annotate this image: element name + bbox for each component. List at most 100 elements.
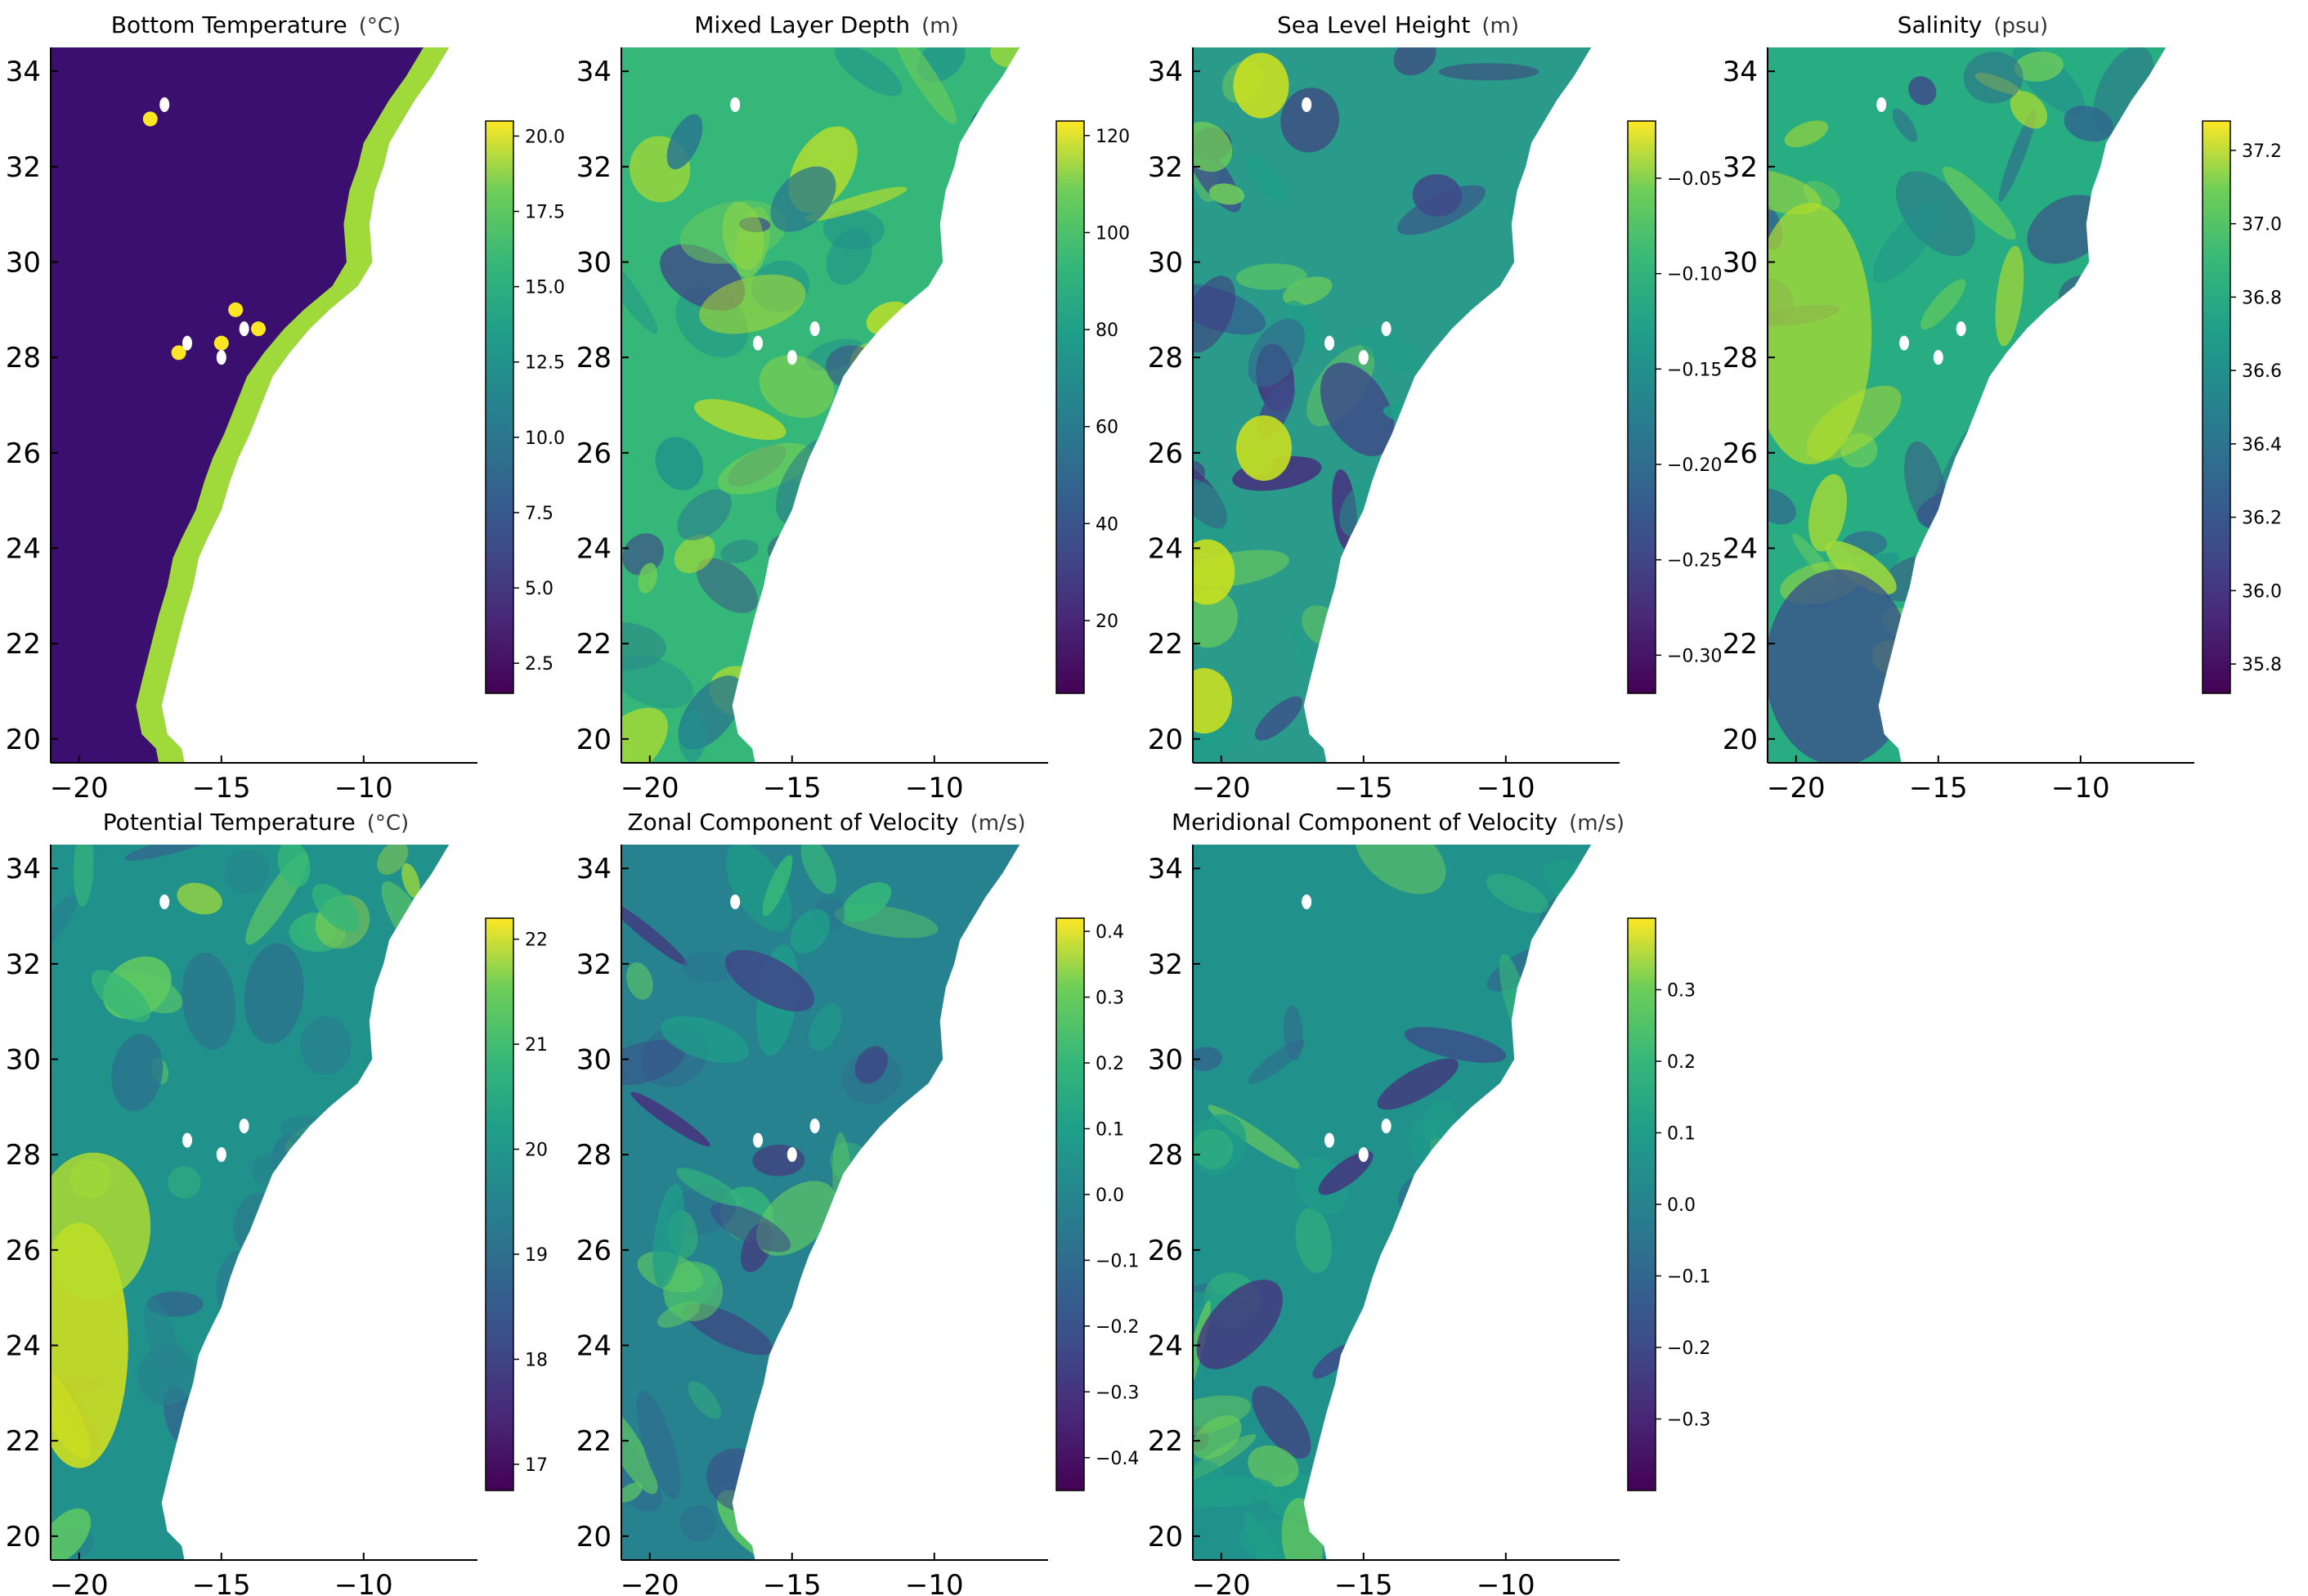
y-tick-label: 28	[1148, 342, 1183, 374]
island	[159, 894, 170, 909]
field-swirl	[1280, 87, 1340, 153]
y-tick-label: 30	[1148, 1044, 1183, 1077]
colorbar-tick-label: 100	[1096, 223, 1130, 244]
x-tick-label: −10	[334, 772, 393, 805]
title-unit: (m)	[1481, 14, 1519, 38]
field-swirl	[377, 845, 409, 875]
sea-level-high	[1193, 668, 1232, 734]
field-swirl	[1393, 47, 1436, 76]
panel-1: Bottom Temperature (°C) 20 22 24 26 28 30 32 34 −2…	[6, 11, 565, 805]
x-tick-label: −10	[1477, 1569, 1535, 1596]
y-tick-label: 32	[1148, 948, 1183, 981]
field-swirl	[124, 845, 222, 861]
field-swirl	[1295, 1208, 1332, 1274]
y-tick-label: 34	[1148, 853, 1183, 885]
field-swirl	[91, 970, 150, 1023]
island	[1933, 350, 1943, 365]
land-mask	[161, 47, 477, 763]
colorbar-tick-label: 2.5	[525, 654, 553, 675]
title-unit: (psu)	[1993, 14, 2048, 38]
field-swirl	[674, 534, 715, 573]
island	[1358, 350, 1369, 365]
title-unit: (m/s)	[970, 811, 1026, 836]
field-swirl	[679, 200, 787, 264]
field-swirl	[804, 186, 908, 222]
colorbar-tick-label: 18	[525, 1350, 548, 1370]
title-text: Zonal Component of Velocity	[627, 809, 958, 836]
y-tick-label: 24	[1723, 533, 1758, 566]
x-tick-label: −20	[621, 1569, 679, 1596]
field-swirl	[2014, 52, 2064, 82]
low-salinity-pool	[1768, 569, 1912, 763]
field-swirl	[1193, 1128, 1234, 1170]
field-swirl	[790, 908, 831, 954]
heatmap-field	[51, 845, 477, 1560]
field-swirl	[1248, 1445, 1299, 1487]
title-text: Mixed Layer Depth	[694, 11, 910, 38]
colorbar-tick-label: 36.4	[2242, 435, 2282, 455]
field-swirl	[666, 114, 703, 170]
title-text: Sea Level Height	[1277, 11, 1470, 38]
y-tick-label: 30	[6, 1044, 41, 1077]
island	[1956, 321, 1966, 337]
y-tick-label: 22	[1148, 1425, 1183, 1458]
y-tick-label: 28	[1148, 1139, 1183, 1172]
field-swirl	[621, 1427, 662, 1513]
y-tick-label: 28	[6, 1139, 41, 1172]
island	[1899, 335, 1910, 351]
title-unit: (m/s)	[1569, 811, 1625, 836]
y-tick-label: 26	[576, 437, 612, 470]
y-tick-label: 32	[1723, 151, 1758, 184]
colorbar	[1627, 917, 1656, 1491]
field-swirl	[401, 863, 420, 899]
sea-level-high	[1236, 415, 1292, 481]
field-swirl	[144, 1297, 182, 1386]
x-tick-label: −15	[763, 772, 822, 805]
x-tick-label: −15	[192, 1569, 251, 1596]
heatmap-field	[1768, 47, 2194, 763]
y-tick-label: 22	[576, 1425, 612, 1458]
island	[730, 97, 741, 112]
field-swirl	[854, 1046, 888, 1084]
field-swirl	[311, 883, 360, 932]
colorbar-tick-label: 20.0	[525, 127, 565, 147]
field-swirl	[1768, 488, 1796, 525]
y-tick-label: 22	[6, 628, 41, 661]
panel-title: Mixed Layer Depth (m)	[694, 11, 958, 38]
island	[753, 335, 764, 351]
island	[1358, 1147, 1369, 1163]
field-swirl	[1904, 441, 1947, 531]
field-swirl	[655, 437, 704, 491]
colorbar-tick-label: 36.6	[2242, 361, 2282, 382]
x-tick-label: −15	[763, 1569, 822, 1596]
field-swirl	[1255, 696, 1303, 741]
colorbar-tick-label: −0.15	[1667, 360, 1722, 380]
colorbar-tick-label: 20	[525, 1141, 548, 1161]
y-tick-label: 34	[1723, 56, 1758, 88]
field-swirl	[725, 845, 792, 932]
colorbar-tick-label: 0.2	[1096, 1054, 1124, 1074]
colorbar-tick-label: 120	[1096, 127, 1130, 147]
field-swirl	[835, 47, 903, 96]
x-tick-label: −10	[1477, 772, 1535, 805]
colorbar-tick-label: 36.8	[2242, 288, 2282, 308]
colorbar-tick-label: 17	[525, 1455, 548, 1476]
field-swirl	[657, 1301, 701, 1328]
x-tick-label: −20	[50, 1569, 109, 1596]
y-tick-label: 20	[1148, 1521, 1183, 1553]
y-tick-label: 34	[6, 853, 41, 885]
colorbar	[2202, 120, 2231, 694]
field-swirl	[677, 489, 732, 540]
land-mask	[732, 845, 1048, 1560]
field-swirl	[626, 962, 653, 1000]
warm-seamount	[228, 302, 244, 317]
title-text: Potential Temperature	[103, 809, 356, 836]
field-swirl	[710, 1203, 791, 1253]
colorbar-tick-label: 36.2	[2242, 509, 2282, 529]
field-swirl	[809, 1003, 842, 1051]
y-tick-label: 22	[1723, 628, 1758, 661]
field-swirl	[51, 894, 78, 958]
colorbar	[485, 120, 514, 694]
colorbar-tick-label: 80	[1096, 321, 1118, 341]
